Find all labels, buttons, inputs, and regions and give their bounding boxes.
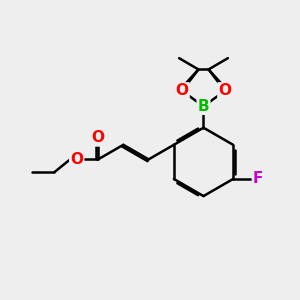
Text: O: O [92, 130, 105, 146]
Text: B: B [198, 99, 209, 114]
Text: O: O [218, 83, 231, 98]
Text: O: O [176, 83, 189, 98]
Text: F: F [253, 172, 263, 187]
Text: O: O [70, 152, 83, 167]
